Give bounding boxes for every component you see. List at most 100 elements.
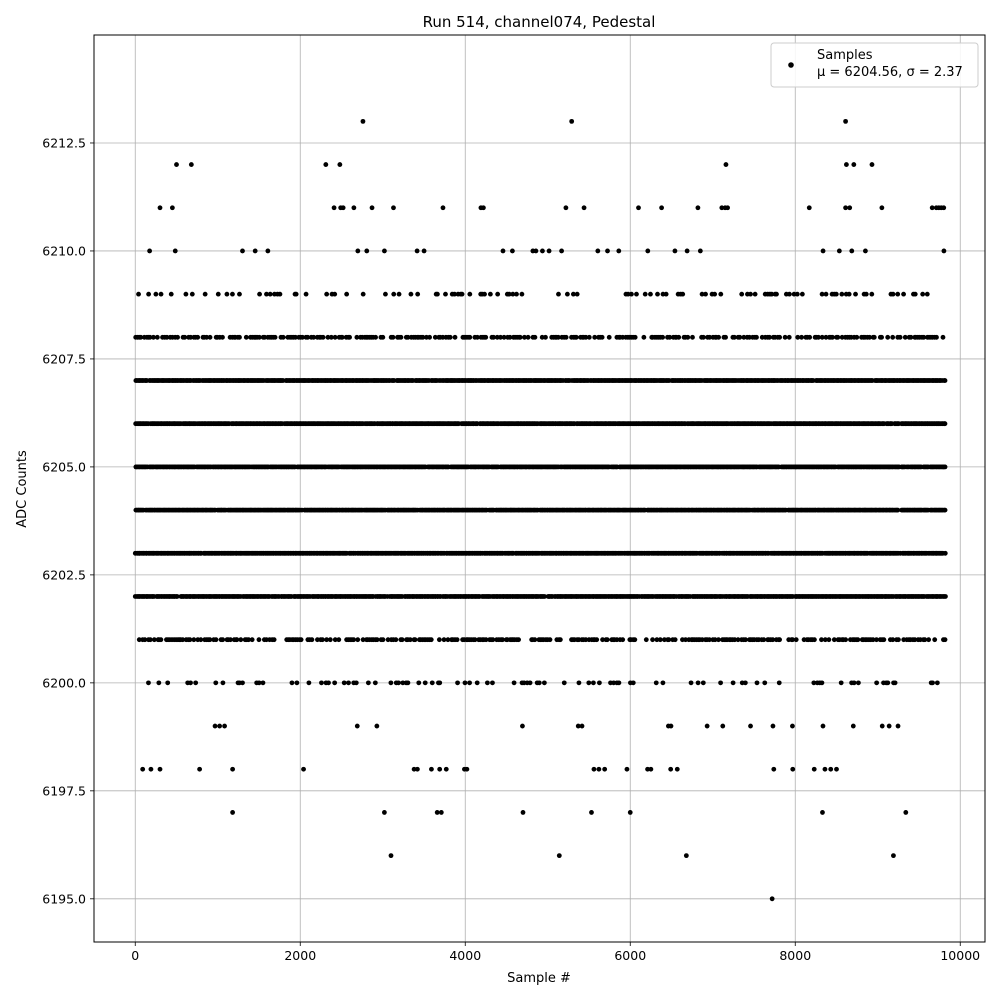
data-point: [895, 507, 901, 513]
data-point: [674, 766, 680, 772]
data-point: [833, 291, 839, 297]
data-point: [533, 248, 539, 254]
data-point: [602, 766, 608, 772]
data-point: [895, 291, 901, 297]
data-point: [770, 723, 776, 729]
data-point: [627, 810, 633, 815]
data-point: [942, 421, 948, 427]
data-point: [483, 334, 489, 340]
data-point: [293, 291, 299, 297]
data-point: [230, 291, 235, 297]
data-point: [851, 162, 857, 167]
data-point: [520, 723, 525, 729]
data-point: [668, 723, 674, 729]
data-point: [415, 766, 420, 772]
data-point: [490, 680, 495, 686]
data-point: [393, 637, 399, 643]
data-point: [415, 291, 421, 297]
data-point: [695, 205, 701, 211]
data-point: [934, 680, 940, 686]
data-point: [822, 766, 828, 772]
data-point: [398, 334, 404, 340]
data-point: [525, 334, 531, 340]
data-point: [474, 680, 480, 686]
data-point: [776, 680, 782, 686]
data-point: [576, 680, 582, 686]
data-point: [942, 378, 948, 383]
data-point: [146, 291, 152, 297]
data-point: [412, 637, 418, 643]
data-point: [435, 291, 440, 297]
data-point: [895, 723, 901, 729]
data-point: [306, 680, 312, 686]
data-point: [563, 334, 569, 340]
data-point: [324, 637, 330, 643]
data-point: [890, 291, 896, 297]
data-point: [212, 723, 218, 729]
data-point: [892, 680, 898, 686]
data-point: [540, 248, 545, 254]
data-point: [301, 766, 306, 772]
data-point: [353, 680, 359, 686]
data-point: [380, 637, 386, 643]
data-point: [820, 723, 826, 729]
data-point: [459, 291, 465, 297]
data-point: [474, 334, 480, 340]
data-point: [222, 723, 227, 729]
data-point: [388, 853, 394, 859]
data-point: [575, 723, 581, 729]
data-point: [634, 291, 639, 297]
data-point: [293, 334, 298, 340]
data-point: [136, 291, 141, 297]
data-point: [620, 637, 626, 643]
x-tick-label: 2000: [284, 948, 316, 963]
data-point: [932, 637, 938, 643]
data-point: [823, 334, 829, 340]
data-point: [942, 464, 948, 470]
data-point: [616, 680, 622, 686]
data-point: [752, 291, 758, 297]
data-point: [257, 291, 262, 297]
data-point: [240, 680, 245, 686]
data-point: [140, 766, 146, 772]
data-point: [495, 291, 501, 297]
data-point: [428, 637, 434, 643]
data-point: [429, 766, 434, 772]
data-point: [300, 334, 305, 340]
data-point: [672, 248, 678, 254]
data-point: [843, 637, 849, 643]
data-point: [484, 680, 490, 686]
data-point: [422, 680, 428, 686]
data-point: [879, 334, 884, 340]
data-point: [328, 334, 334, 340]
data-point: [867, 334, 872, 340]
data-point: [830, 334, 835, 340]
data-point: [354, 723, 360, 729]
data-point: [921, 334, 927, 340]
data-point: [754, 680, 760, 686]
data-point: [597, 680, 602, 686]
data-point: [138, 334, 144, 340]
data-point: [843, 205, 848, 211]
data-point: [896, 637, 901, 643]
data-point: [934, 334, 939, 340]
data-point: [816, 334, 821, 340]
data-point: [941, 205, 947, 211]
data-point: [151, 637, 157, 643]
data-point: [659, 205, 664, 211]
data-point: [630, 680, 636, 686]
data-point: [365, 680, 371, 686]
data-point: [718, 680, 723, 686]
data-point: [655, 291, 660, 297]
data-point: [912, 637, 918, 643]
data-point: [771, 766, 777, 772]
data-point: [520, 810, 526, 815]
data-point: [481, 205, 486, 211]
data-point: [213, 680, 219, 686]
data-point: [337, 162, 343, 167]
data-point: [188, 162, 194, 167]
data-point: [154, 334, 160, 340]
data-point: [246, 637, 251, 643]
data-point: [447, 334, 453, 340]
data-point: [806, 205, 812, 211]
